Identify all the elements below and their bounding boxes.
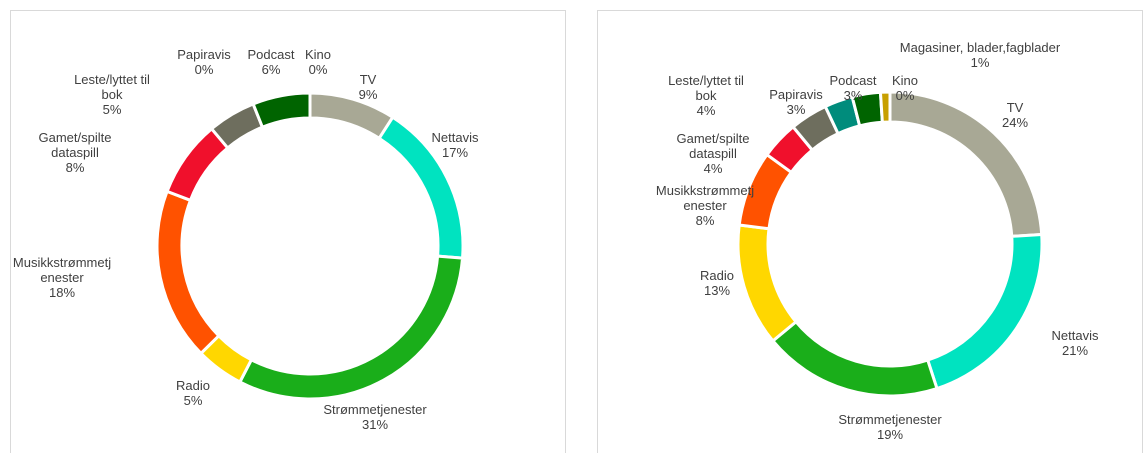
category-label: Leste/lyttet til bok [74, 72, 150, 102]
value-label: 3% [786, 102, 806, 117]
slice-label: Musikkstrømmetjenester 8% [653, 183, 757, 228]
category-label: Radio [700, 268, 734, 283]
slice-label: TV 9% [338, 72, 398, 102]
category-label: Gamet/spilte dataspill [676, 131, 750, 161]
value-label: 21% [1061, 343, 1089, 358]
category-label: Podcast [829, 73, 877, 88]
value-label: 4% [696, 103, 716, 118]
value-label: 13% [703, 283, 731, 298]
category-label: Kino [304, 47, 332, 62]
category-label: Strømmetjenester [323, 402, 427, 417]
category-label: Kino [891, 73, 919, 88]
category-label: TV [1006, 100, 1024, 115]
category-label: Musikkstrømmetjenester [12, 255, 112, 285]
slice-label: Nettavis 17% [415, 130, 495, 160]
value-label: 4% [703, 161, 723, 176]
slice-label: Podcast 6% [241, 47, 301, 77]
value-label: 8% [65, 160, 85, 175]
value-label: 9% [358, 87, 378, 102]
category-label: Radio [176, 378, 210, 393]
value-label: 0% [895, 88, 915, 103]
category-label: Musikkstrømmetjenester [655, 183, 755, 213]
donut-slice [878, 90, 892, 124]
donut-slice [251, 91, 312, 130]
slice-label: Strømmetjenester 31% [310, 402, 440, 432]
slice-label: Papiravis 0% [174, 47, 234, 77]
slice-label: Nettavis 21% [1040, 328, 1110, 358]
slice-label: Kino 0% [298, 47, 338, 77]
category-label: Strømmetjenester [838, 412, 942, 427]
donut-slice [155, 189, 221, 356]
donut-slice [237, 254, 465, 401]
value-label: 5% [102, 102, 122, 117]
category-label: Magasiner, blader,fagblader [899, 40, 1061, 55]
slice-label: Kino 0% [885, 73, 925, 103]
category-label: Papiravis [177, 47, 231, 62]
value-label: 19% [876, 427, 904, 442]
value-label: 6% [261, 62, 281, 77]
slice-label: Podcast 3% [823, 73, 883, 103]
slice-label: Magasiner, blader,fagblader 1% [880, 40, 1080, 70]
slice-label: Gamet/spilte dataspill 8% [35, 130, 115, 175]
value-label: 31% [361, 417, 389, 432]
donut-slice [770, 319, 939, 398]
category-label: TV [359, 72, 377, 87]
value-label: 1% [970, 55, 990, 70]
slice-label: Papiravis 3% [766, 87, 826, 117]
category-label: Podcast [247, 47, 295, 62]
slice-label: Leste/lyttet til bok 5% [62, 72, 162, 117]
slice-label: Gamet/spilte dataspill 4% [673, 131, 753, 176]
donut-slice [165, 126, 230, 203]
category-label: Nettavis [431, 130, 479, 145]
value-label: 24% [1001, 115, 1029, 130]
donut-slice [925, 232, 1044, 391]
category-label: Papiravis [769, 87, 823, 102]
value-label: 17% [441, 145, 469, 160]
value-label: 8% [695, 213, 715, 228]
category-label: Gamet/spilte dataspill [38, 130, 112, 160]
value-label: 0% [308, 62, 328, 77]
slice-label: TV 24% [985, 100, 1045, 130]
slice-label: Radio 13% [687, 268, 747, 298]
value-label: 5% [183, 393, 203, 408]
category-label: Nettavis [1051, 328, 1099, 343]
value-label: 18% [48, 285, 76, 300]
slice-label: Radio 5% [163, 378, 223, 408]
slice-label: Musikkstrømmetjenester 18% [10, 255, 114, 300]
slice-label: Leste/lyttet til bok 4% [656, 73, 756, 118]
value-label: 0% [194, 62, 214, 77]
chart-panel [10, 10, 566, 453]
slice-label: Strømmetjenester 19% [825, 412, 955, 442]
category-label: Leste/lyttet til bok [668, 73, 744, 103]
value-label: 3% [843, 88, 863, 103]
